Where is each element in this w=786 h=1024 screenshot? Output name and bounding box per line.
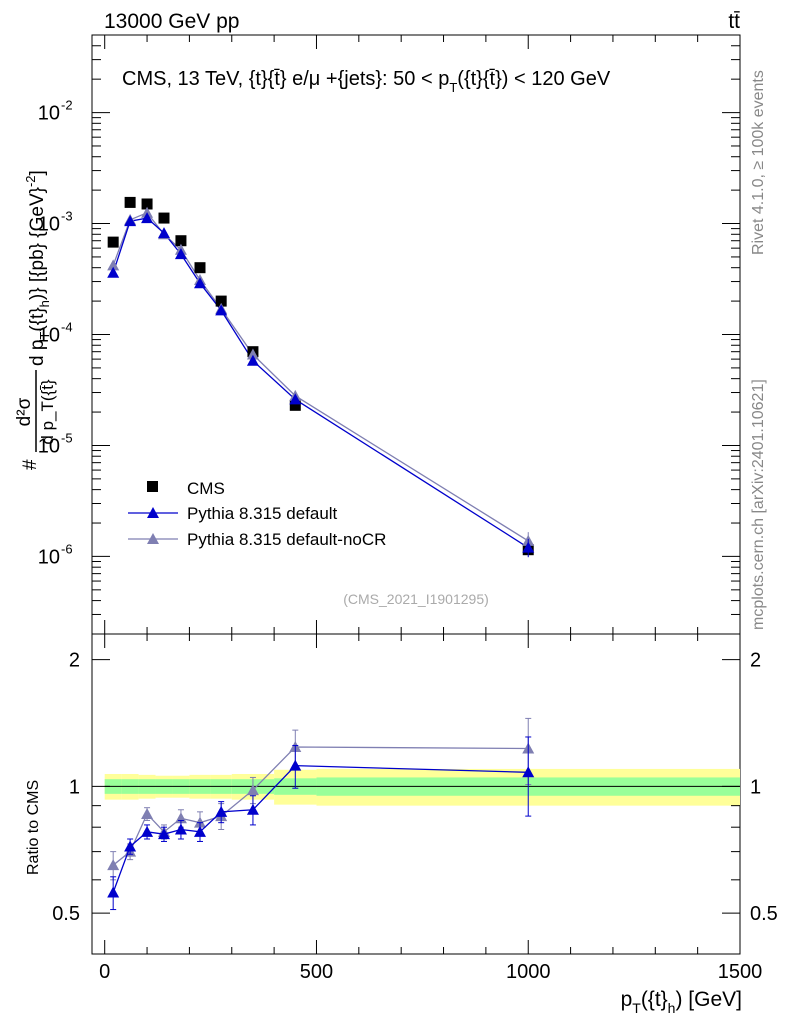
series-point-default	[289, 393, 302, 405]
cms-point	[124, 196, 136, 208]
legend-label-cms: CMS	[187, 479, 225, 498]
ratio-axis-ticks: 0.5 0.5 1 1 2 2	[52, 650, 778, 955]
y-tick-label: 10	[38, 214, 60, 236]
legend-label-default: Pythia 8.315 default	[187, 504, 338, 523]
ratio-tick-label-right: 0.5	[750, 903, 778, 925]
y-axis-ticks: 10-210-310-410-510-6	[38, 34, 740, 635]
y-tick-label: 10	[38, 435, 60, 457]
y-tick-label: 10	[38, 325, 60, 347]
series-point-default	[194, 277, 206, 289]
ratio-point-default	[289, 759, 302, 771]
main-series	[107, 196, 535, 558]
ratio-point-default	[522, 766, 535, 778]
series-point-default	[158, 227, 170, 239]
ratio-tick-label-right: 1	[750, 776, 761, 798]
y-tick-label: 10	[38, 103, 60, 125]
cms-point	[194, 262, 206, 274]
legend: CMS Pythia 8.315 default Pythia 8.315 de…	[128, 479, 386, 549]
series-point-default	[522, 541, 535, 553]
analysis-watermark: (CMS_2021_I1901295)	[343, 591, 489, 607]
series-point-nocr	[107, 259, 120, 271]
series-line-nocr	[112, 211, 529, 542]
ratio-point-default	[174, 823, 187, 835]
y-label-denominator: d p_T({t̄}	[38, 379, 57, 445]
series-point-default	[215, 304, 228, 316]
series-line-default	[112, 217, 529, 549]
ratio-point-default	[194, 825, 206, 837]
rivet-label: Rivet 4.1.0, ≥ 100k events	[750, 70, 767, 255]
cms-point	[215, 295, 227, 307]
x-tick-label: 1000	[506, 961, 551, 983]
legend-label-nocr: Pythia 8.315 default-noCR	[187, 530, 386, 549]
ratio-tick-label: 0.5	[52, 903, 80, 925]
ratio-tick-label: 1	[69, 776, 80, 798]
series-point-default	[246, 354, 259, 366]
ratio-tick-label: 2	[69, 650, 80, 672]
y-tick-exponent: -3	[61, 209, 73, 224]
y-axis-label: # d²σ d p_T({t̄} d pT({t}h)} [{pb} {GeV}…	[14, 170, 57, 470]
ratio-bands	[104, 768, 740, 806]
y-tick-label: 10	[38, 546, 60, 568]
cms-point	[141, 198, 153, 210]
ratio-line-nocr	[112, 746, 529, 866]
ratio-point-default	[246, 803, 259, 815]
cms-point	[175, 235, 187, 247]
legend-marker-cms	[147, 481, 158, 492]
y-tick-exponent: -4	[61, 320, 73, 335]
ratio-point-default	[141, 825, 154, 837]
cms-point	[158, 212, 170, 224]
ratio-point-nocr	[107, 859, 120, 871]
ratio-line-default	[112, 764, 529, 893]
ratio-series	[107, 717, 535, 911]
y-label-numerator: d²σ	[14, 397, 35, 426]
y-tick-exponent: -5	[61, 430, 73, 445]
ratio-point-nocr	[246, 784, 259, 796]
svg-text:#: #	[20, 459, 41, 470]
x-tick-label: 500	[300, 961, 333, 983]
cms-point	[289, 399, 301, 411]
svg-text:d pT({t}h)} [{pb} {GeV}-2]: d pT({t}h)} [{pb} {GeV}-2]	[23, 170, 52, 366]
ratio-point-nocr	[141, 807, 154, 819]
y-tick-exponent: -6	[61, 541, 73, 556]
cms-point	[107, 236, 119, 248]
y-tick-exponent: -2	[61, 98, 73, 113]
header-left: 13000 GeV pp	[104, 10, 239, 33]
series-point-default	[141, 212, 154, 224]
legend-marker-nocr	[147, 533, 159, 544]
ratio-tick-label-right: 2	[750, 650, 761, 672]
series-point-default	[107, 266, 120, 278]
x-tick-label: 0	[99, 961, 110, 983]
x-axis-label: pT({t}h) [GeV]	[621, 988, 742, 1016]
ratio-point-default	[158, 828, 170, 840]
x-axis-ticks: 0 500 1000 1500	[99, 35, 762, 983]
chart-title: CMS, 13 TeV, {t}{t̄} e/μ +{jets}: 50 < p…	[122, 68, 611, 95]
header-right: tt̄	[728, 10, 740, 33]
series-point-default	[174, 248, 187, 260]
ratio-point-default	[215, 805, 228, 817]
ratio-y-label: Ratio to CMS	[25, 780, 42, 875]
ratio-point-default	[107, 886, 120, 898]
series-point-nocr	[246, 348, 259, 360]
series-point-default	[124, 215, 137, 227]
legend-marker-default	[147, 507, 159, 518]
ratio-point-default	[124, 840, 137, 852]
x-tick-label: 1500	[718, 961, 763, 983]
mcplots-label: mcplots.cern.ch [arXiv:2401.10621]	[750, 379, 767, 630]
